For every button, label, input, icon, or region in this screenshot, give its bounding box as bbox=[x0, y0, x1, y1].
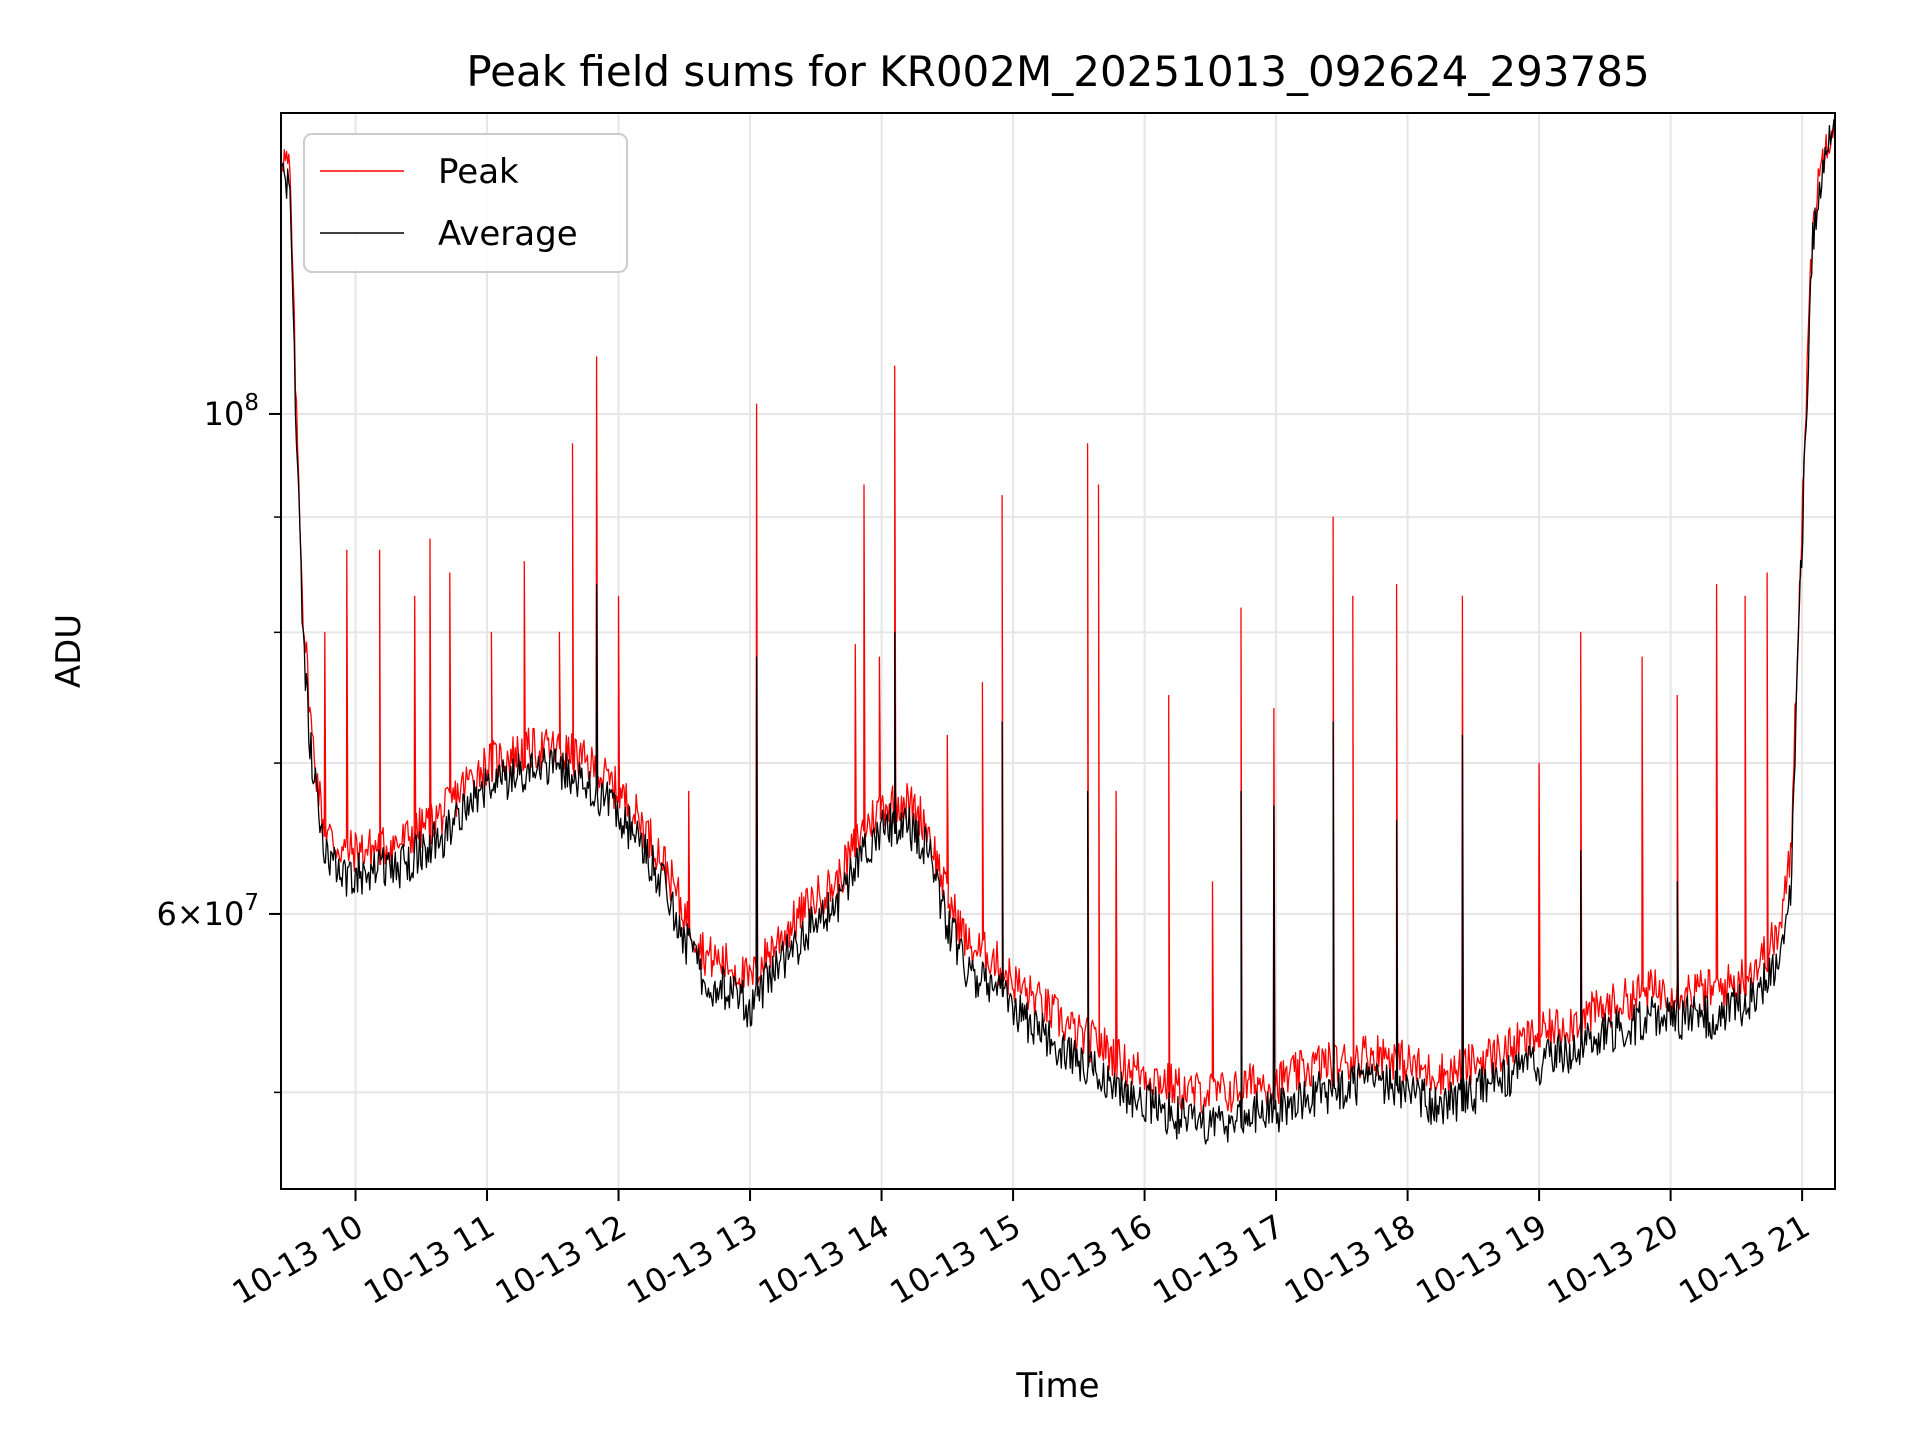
plot-frame bbox=[280, 112, 1836, 1190]
legend: Peak Average bbox=[303, 133, 628, 273]
y-tick-label: 108 bbox=[204, 390, 259, 433]
series-line-average bbox=[281, 119, 1835, 1145]
y-axis-label: ADU bbox=[49, 614, 89, 688]
x-axis-label: Time bbox=[1015, 1366, 1099, 1406]
legend-label-peak: Peak bbox=[438, 152, 519, 192]
y-tick-label: 6×107 bbox=[156, 890, 259, 933]
grid bbox=[281, 113, 1835, 1189]
legend-label-average: Average bbox=[438, 214, 578, 254]
legend-box bbox=[303, 133, 628, 273]
chart-title: Peak field sums for KR002M_20251013_0926… bbox=[466, 47, 1649, 96]
series-line-peak bbox=[281, 116, 1835, 1115]
plot-series bbox=[281, 116, 1835, 1145]
